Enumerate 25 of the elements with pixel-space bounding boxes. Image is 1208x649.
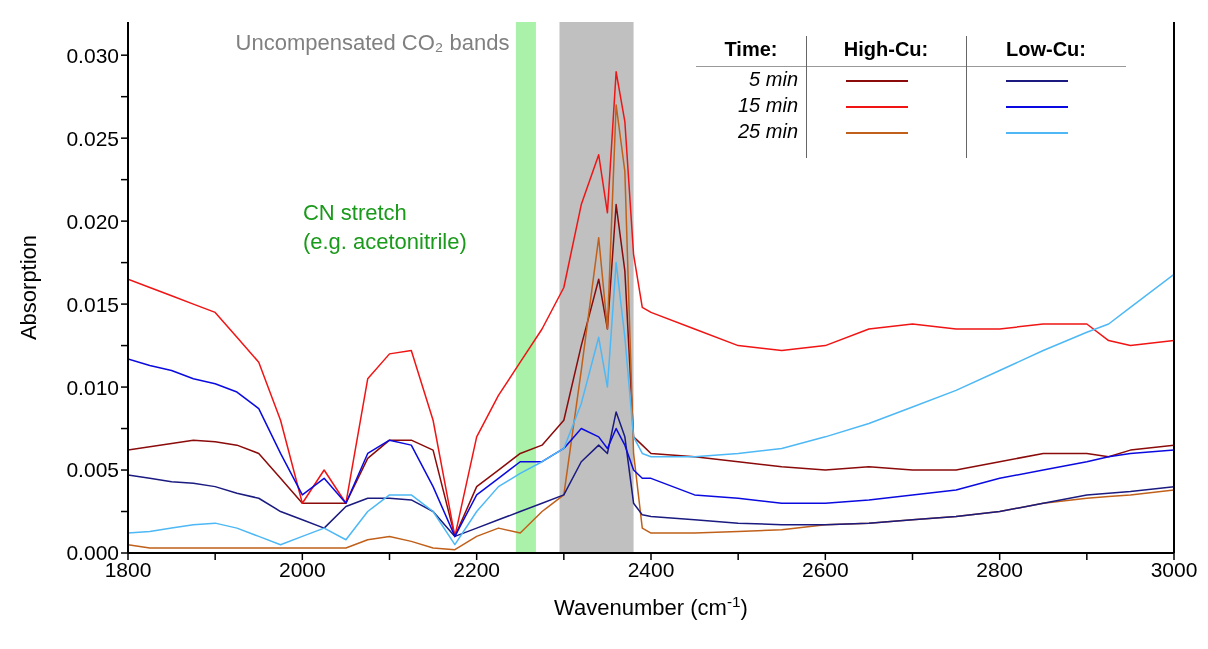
x-tick-label: 2400 — [627, 557, 675, 581]
x-tick-label: 2000 — [278, 557, 326, 581]
band-label: Uncompensated CO₂ bands — [235, 30, 510, 55]
annotation: Low-Cu: — [1005, 38, 1087, 61]
line-series — [128, 261, 1174, 546]
y-tick-label: 0.005 — [66, 458, 119, 482]
y-tick-label: 0.010 — [66, 375, 119, 399]
y-axis-title: Absorption — [16, 234, 41, 341]
x-axis-title: Wavenumber (cm$^{-1}$) — [554, 592, 748, 620]
y-tick-label: 0.025 — [66, 126, 119, 150]
annotation: High-Cu: — [842, 38, 930, 61]
y-tick-label: 0.020 — [66, 209, 119, 233]
x-tick-label: 2600 — [801, 557, 849, 581]
legend-title: Time: — [723, 38, 779, 61]
x-tick-label: 3000 — [1150, 557, 1198, 581]
line-series — [128, 411, 1174, 538]
band-label: CN stretch (e.g. acetonitrile) — [302, 200, 467, 254]
legend-label: 15 min — [736, 94, 798, 117]
legend-label: 25 min — [736, 120, 798, 143]
legend-label: 5 min — [748, 68, 798, 91]
y-tick-label: 0.030 — [66, 43, 119, 67]
line-series — [128, 358, 1174, 538]
x-tick-label: 2200 — [453, 557, 501, 581]
y-tick-label: 0.015 — [66, 292, 119, 316]
x-tick-label: 2800 — [976, 557, 1024, 581]
